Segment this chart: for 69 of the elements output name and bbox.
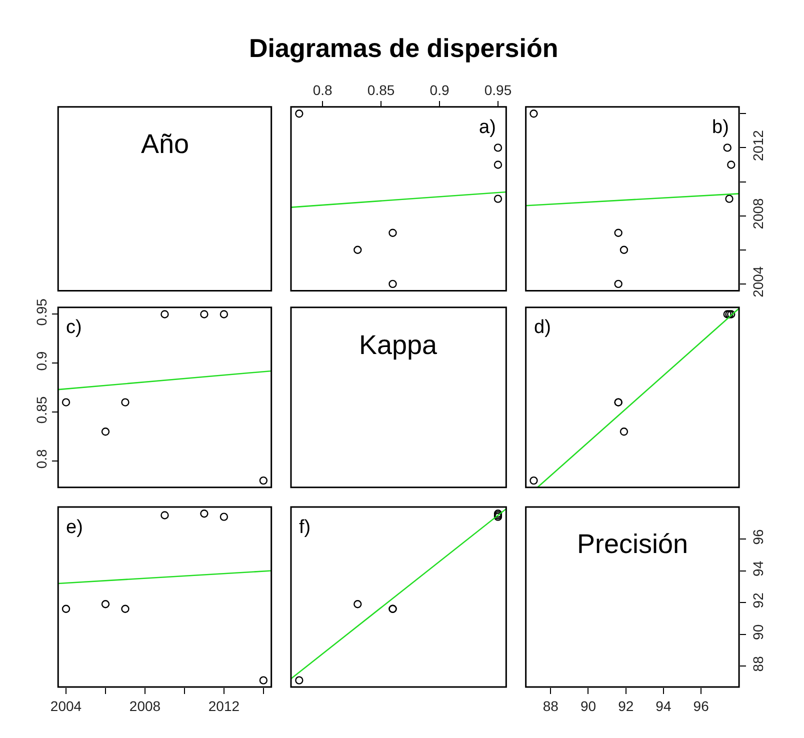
y-tick-label: 0.95	[34, 298, 50, 326]
x-tick-label: 90	[580, 698, 596, 714]
point	[200, 310, 208, 318]
x-tick-label: 96	[693, 698, 710, 714]
point	[259, 476, 268, 485]
y-tick-label: 0.9	[34, 351, 50, 371]
x-tick-label: 2004	[50, 698, 82, 714]
point	[160, 511, 169, 520]
point	[388, 280, 397, 288]
point	[101, 428, 110, 436]
annotation: a)	[479, 117, 496, 138]
point	[354, 600, 362, 608]
point	[727, 310, 736, 318]
annotation: b)	[712, 117, 729, 138]
annotation: f)	[299, 517, 311, 538]
point	[723, 310, 732, 318]
y-tick-label: 2012	[750, 130, 766, 162]
text: Diagramas de dispersión	[249, 33, 558, 63]
point	[530, 476, 538, 485]
text: Precisión	[577, 529, 688, 559]
y-tick-label: 0.8	[34, 448, 50, 469]
x-tick-label: 0.8	[312, 82, 333, 98]
x-tick-label: 0.9	[430, 82, 450, 98]
y-tick-label: 92	[750, 592, 766, 608]
point	[614, 228, 622, 237]
point	[388, 228, 397, 237]
point	[494, 160, 502, 169]
point	[259, 676, 268, 684]
x-tick-label: 88	[542, 698, 559, 714]
annotation: e)	[66, 517, 83, 538]
y-tick-label: 2004	[750, 266, 766, 298]
x-tick-label: 2008	[129, 698, 161, 714]
annotation: c)	[66, 317, 82, 338]
y-tick-label: 2008	[750, 198, 766, 230]
point	[160, 310, 169, 318]
point	[220, 310, 228, 318]
x-tick-label: 92	[618, 698, 634, 714]
x-tick-label: 94	[656, 698, 672, 714]
point	[101, 600, 110, 608]
point	[354, 246, 362, 254]
point	[723, 144, 732, 152]
point	[494, 144, 502, 152]
y-tick-label: 96	[750, 528, 766, 545]
text: Kappa	[359, 330, 438, 360]
point	[614, 280, 622, 288]
point	[295, 110, 304, 118]
point	[620, 428, 628, 436]
y-tick-label: 88	[750, 656, 766, 672]
point	[725, 310, 734, 318]
point	[727, 160, 736, 169]
point	[530, 110, 538, 118]
x-tick-label: 0.95	[484, 82, 512, 98]
annotation: d)	[534, 317, 551, 338]
point	[200, 510, 208, 518]
text: Año	[141, 129, 190, 159]
point	[220, 512, 228, 521]
x-tick-label: 0.85	[367, 82, 395, 98]
point	[295, 676, 304, 684]
y-tick-label: 90	[750, 624, 766, 640]
point	[494, 194, 502, 203]
y-tick-label: 94	[750, 560, 766, 576]
point	[725, 194, 734, 203]
x-tick-label: 2012	[208, 698, 240, 714]
point	[121, 398, 130, 406]
y-tick-label: 0.85	[34, 396, 50, 424]
point	[620, 246, 628, 254]
point	[62, 398, 70, 406]
point	[121, 604, 130, 613]
point	[62, 604, 70, 613]
